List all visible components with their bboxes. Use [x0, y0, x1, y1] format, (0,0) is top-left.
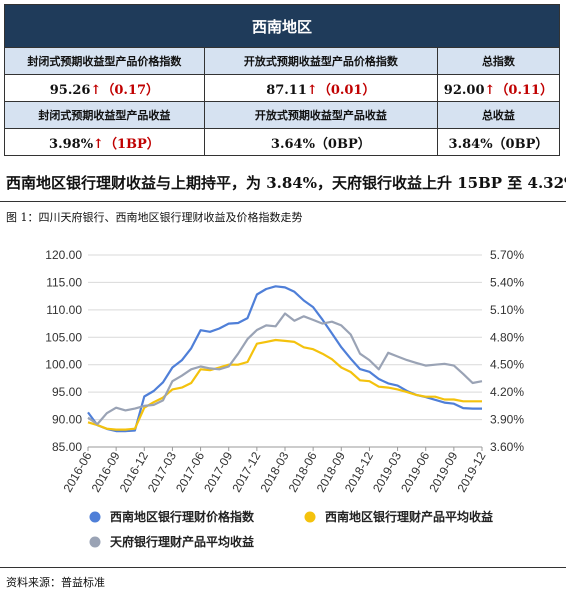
- open-price-index-header: 开放式预期收益型产品价格指数: [203, 47, 438, 75]
- y-left-tick-label: 100.00: [45, 358, 82, 372]
- closed-yield-cell: 3.98%↑（1BP）: [4, 128, 205, 156]
- y-left-tick-label: 115.00: [46, 275, 82, 289]
- y-left-tick-label: 95.00: [52, 385, 82, 399]
- summary-table: 西南地区 封闭式预期收益型产品价格指数 开放式预期收益型产品价格指数 总指数 9…: [4, 4, 561, 156]
- y-left-tick-label: 85.00: [52, 440, 82, 454]
- legend-label: 天府银行理财产品平均收益: [110, 534, 254, 549]
- total-index-header: 总指数: [436, 47, 561, 75]
- y-right-tick-label: 4.20%: [490, 385, 524, 399]
- up-arrow-icon: ↑: [93, 136, 104, 152]
- total-index-cell: 92.00↑（0.11）: [436, 74, 561, 102]
- region-title: 西南地区: [4, 4, 560, 48]
- y-left-tick-label: 110.00: [46, 303, 82, 317]
- y-left-tick-label: 120.00: [45, 248, 82, 262]
- y-right-tick-label: 4.80%: [490, 330, 524, 344]
- open-yield-cell: 3.64%（0BP）: [203, 128, 438, 156]
- up-arrow-icon: ↑: [484, 82, 496, 98]
- series-line-2: [87, 338, 482, 431]
- headline: 西南地区银行理财收益与上期持平，为 3.84%，天府银行收益上升 15BP 至 …: [6, 174, 566, 192]
- closed-price-index-header: 封闭式预期收益型产品价格指数: [4, 47, 205, 75]
- line-chart: 85.00 90.00 95.00 100.00 105.00 110.00 115.00 1…: [45, 248, 524, 549]
- closed-price-index-cell: 95.26↑（0.17）: [4, 74, 205, 102]
- y-left-tick-label: 105.00: [45, 330, 82, 344]
- series-line-3: [87, 312, 483, 426]
- legend-marker: [89, 536, 101, 548]
- total-yield-cell: 3.84%（0BP）: [436, 128, 561, 156]
- y-right-tick-label: 3.60%: [490, 440, 524, 454]
- open-price-index-cell: 87.11↑（0.01）: [203, 74, 438, 102]
- divider: [0, 201, 566, 202]
- up-arrow-icon: ↑: [90, 82, 102, 98]
- total-yield-header: 总收益: [436, 101, 561, 129]
- y-right-tick-label: 4.50%: [490, 358, 524, 372]
- legend-marker: [304, 511, 316, 523]
- legend-label: 西南地区银行理财价格指数: [110, 509, 255, 524]
- y-left-tick-label: 90.00: [52, 413, 82, 427]
- divider: [0, 567, 566, 568]
- closed-yield-header: 封闭式预期收益型产品收益: [4, 101, 205, 129]
- y-right-tick-label: 5.70%: [490, 248, 524, 262]
- legend-marker: [89, 511, 101, 523]
- open-yield-header: 开放式预期收益型产品收益: [203, 101, 438, 129]
- figure-title: 图 1：四川天府银行、西南地区银行理财收益及价格指数走势: [6, 211, 303, 224]
- y-right-tick-label: 3.90%: [490, 413, 524, 427]
- up-arrow-icon: ↑: [306, 82, 318, 98]
- y-right-tick-label: 5.40%: [490, 275, 524, 289]
- legend-label: 西南地区银行理财产品平均收益: [325, 509, 493, 524]
- y-right-tick-label: 5.10%: [490, 303, 524, 317]
- source-note: 资料来源：普益标准: [6, 576, 105, 589]
- series-line-1: [87, 285, 482, 433]
